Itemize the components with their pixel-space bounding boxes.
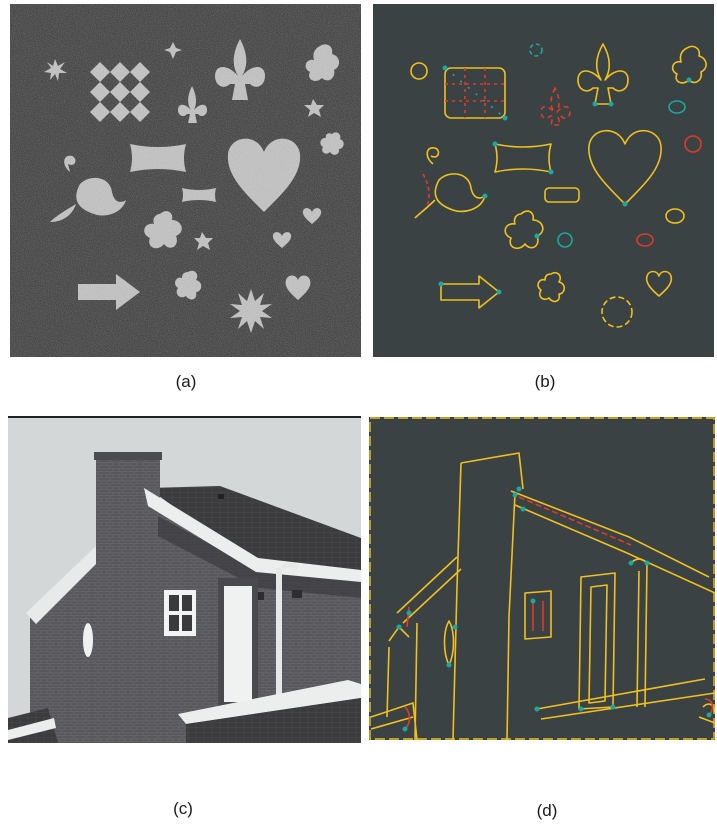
downspout (276, 568, 282, 708)
shape-edges-svg (373, 4, 714, 357)
contour-small-top (529, 43, 543, 57)
contour-flower-bottom (537, 271, 566, 303)
caption-b: (b) (534, 372, 556, 391)
window-pane (169, 615, 179, 631)
door (224, 586, 252, 702)
house-edges-svg (369, 417, 715, 740)
noise-overlay (10, 4, 361, 357)
contour-fleur-large (577, 43, 629, 105)
caption-c: (c) (173, 799, 193, 818)
left-roof-trim (26, 546, 102, 624)
shapes-image-svg (10, 4, 361, 357)
edge-contours (410, 43, 707, 328)
eave-shadow (158, 516, 361, 598)
panel-c-house-photo (8, 416, 361, 743)
edge-lower-left (370, 702, 418, 740)
panel-a-shapes-image (10, 4, 361, 357)
oval-window (83, 623, 93, 657)
contour-grid (444, 67, 506, 119)
border-edge (369, 417, 715, 740)
edge-background (369, 417, 715, 740)
edge-main-roof-red (518, 496, 632, 546)
panel-b-shape-edges (373, 4, 714, 357)
contour-heart-large (588, 129, 662, 205)
gutter-bend (280, 562, 300, 571)
contour-star-middle (557, 232, 573, 248)
caption-a: (a) (175, 372, 197, 391)
contour-arrow (440, 275, 500, 309)
porch-roof (186, 698, 361, 743)
wall-lamp (258, 592, 264, 600)
roof-vent (218, 494, 224, 499)
edge-chimney (452, 452, 524, 740)
wall-lamp (292, 590, 302, 598)
edge-main-roof (510, 490, 715, 594)
contour-bar-small (544, 187, 580, 203)
edge-chimney-right (506, 492, 516, 740)
panel-d-house-edges (369, 417, 715, 740)
contour-heart-bottom-right (645, 270, 673, 297)
contour-circle-top-left (410, 62, 428, 80)
porch-roof-trim (178, 680, 361, 724)
window-pane (169, 595, 179, 611)
house-photo-svg (8, 418, 361, 743)
edge-background (373, 4, 714, 357)
contour-leaf-red (422, 173, 430, 207)
caption-d: (d) (536, 801, 558, 820)
main-roof-trim (144, 488, 361, 582)
edge-junctions (438, 65, 692, 295)
contour-flower-right (684, 135, 702, 153)
edge-left-wall-red (406, 606, 410, 628)
edge-junctions (396, 486, 712, 732)
window-pane (182, 615, 192, 631)
contour-heart-small-middle (636, 233, 654, 247)
chimney-cap (94, 452, 162, 460)
lower-left-trim (8, 718, 56, 740)
edge-window-red (532, 601, 544, 631)
contour-starburst (601, 296, 633, 328)
edge-door-inner (588, 584, 608, 704)
contour-fleur-small (540, 87, 571, 126)
left-gable-wall (30, 553, 98, 743)
contour-flower-middle (504, 210, 544, 250)
edge-right-corner (698, 703, 715, 724)
edge-porch-roof (536, 678, 715, 720)
contour-heart-small-right (665, 208, 685, 224)
window-pane (182, 595, 192, 611)
edge-window (524, 590, 552, 640)
contour-star-right (668, 100, 686, 114)
main-roof (148, 486, 361, 578)
